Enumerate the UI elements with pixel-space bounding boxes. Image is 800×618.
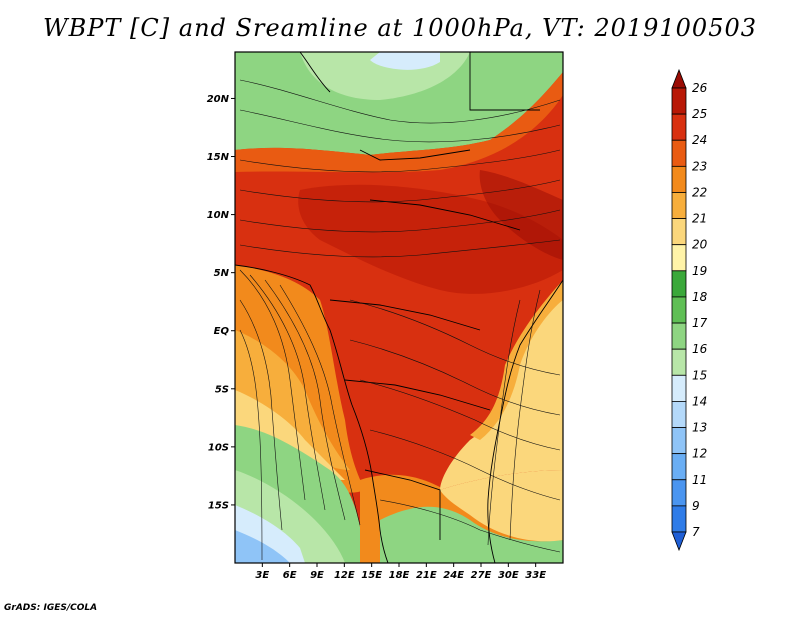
colorbar-segment	[671, 270, 687, 298]
lat-tick-label: 5S	[215, 384, 229, 395]
colorbar-segment	[671, 427, 687, 455]
lon-tick-label: 6E	[283, 570, 297, 581]
colorbar-label: 16	[692, 342, 708, 356]
field-east-yellow	[440, 290, 563, 490]
lat-tick-label: 10S	[208, 442, 229, 453]
field-south-yellow	[440, 470, 563, 542]
lon-tick-label: 12E	[334, 570, 355, 581]
wbpt-field	[235, 52, 563, 563]
colorbar-label: 7	[692, 525, 700, 539]
colorbar-segment	[671, 165, 687, 193]
colorbar-label: 22	[692, 185, 707, 199]
lon-tick-label: 24E	[443, 570, 464, 581]
colorbar-label: 12	[692, 447, 707, 461]
colorbar-segment	[671, 322, 687, 350]
lon-tick-label: 18E	[389, 570, 410, 581]
colorbar-label: 21	[692, 212, 707, 226]
colorbar-label: 24	[692, 133, 707, 147]
colorbar-segment	[671, 453, 687, 481]
colorbar-segment	[671, 479, 687, 507]
colorbar-segment	[671, 113, 687, 141]
lat-tick-label: 15S	[208, 500, 229, 511]
chart-title: WBPT [C] and Sreamline at 1000hPa, VT: 2…	[42, 14, 758, 42]
lon-tick-label: 27E	[471, 570, 492, 581]
colorbar-top-triangle	[671, 68, 687, 89]
field-core-darkest	[479, 170, 563, 260]
lon-tick-label: 33E	[525, 570, 546, 581]
field-north-pale	[370, 52, 440, 70]
colorbar: 7 9 11 12 13 14 15 16 17 18 19 20 21 22 23 24 25 26	[671, 68, 708, 552]
colorbar-label: 14	[692, 394, 707, 408]
colorbar-segment	[671, 192, 687, 219]
lon-tick-label: 15E	[361, 570, 382, 581]
latitude-axis: 20N 15N 10N 5N EQ 5S 10S 15S	[207, 94, 235, 511]
colorbar-label: 26	[692, 81, 708, 95]
colorbar-label: 19	[692, 264, 707, 278]
colorbar-label: 18	[692, 290, 708, 304]
colorbar-segment	[671, 296, 687, 324]
colorbar-label: 13	[692, 421, 707, 435]
colorbar-segment	[671, 348, 687, 376]
field-sahel-edge	[235, 72, 563, 173]
credit-text: GrADS: IGES/COLA	[4, 603, 98, 613]
colorbar-segment	[671, 87, 687, 115]
colorbar-label: 20	[692, 238, 708, 252]
lat-tick-label: 20N	[207, 94, 230, 105]
colorbar-label: 9	[692, 499, 700, 513]
lon-tick-label: 3E	[255, 570, 269, 581]
colorbar-bottom-triangle	[671, 531, 687, 552]
colorbar-label: 11	[692, 473, 707, 487]
field-south-green	[380, 506, 563, 563]
lat-tick-label: EQ	[214, 326, 230, 337]
colorbar-segment	[671, 139, 687, 167]
colorbar-segment	[671, 505, 687, 533]
colorbar-segment	[671, 401, 687, 428]
colorbar-segment	[671, 244, 687, 272]
lon-tick-label: 30E	[498, 570, 519, 581]
lon-tick-label: 21E	[416, 570, 437, 581]
lat-tick-label: 5N	[214, 268, 230, 279]
colorbar-label: 25	[692, 107, 707, 121]
colorbar-label: 15	[692, 368, 707, 382]
colorbar-segment	[671, 374, 687, 402]
field-sw-blue	[235, 530, 290, 563]
colorbar-label: 17	[692, 316, 708, 330]
lat-tick-label: 10N	[207, 210, 230, 221]
streamlines	[239, 79, 561, 561]
field-east-amber	[470, 280, 563, 440]
longitude-axis: 3E 6E 9E 12E 15E 18E 21E 24E 27E 30E 33E	[255, 563, 546, 581]
lon-tick-label: 9E	[310, 570, 324, 581]
colorbar-label: 23	[692, 159, 707, 173]
colorbar-segment	[671, 218, 687, 246]
lat-tick-label: 15N	[207, 152, 230, 163]
